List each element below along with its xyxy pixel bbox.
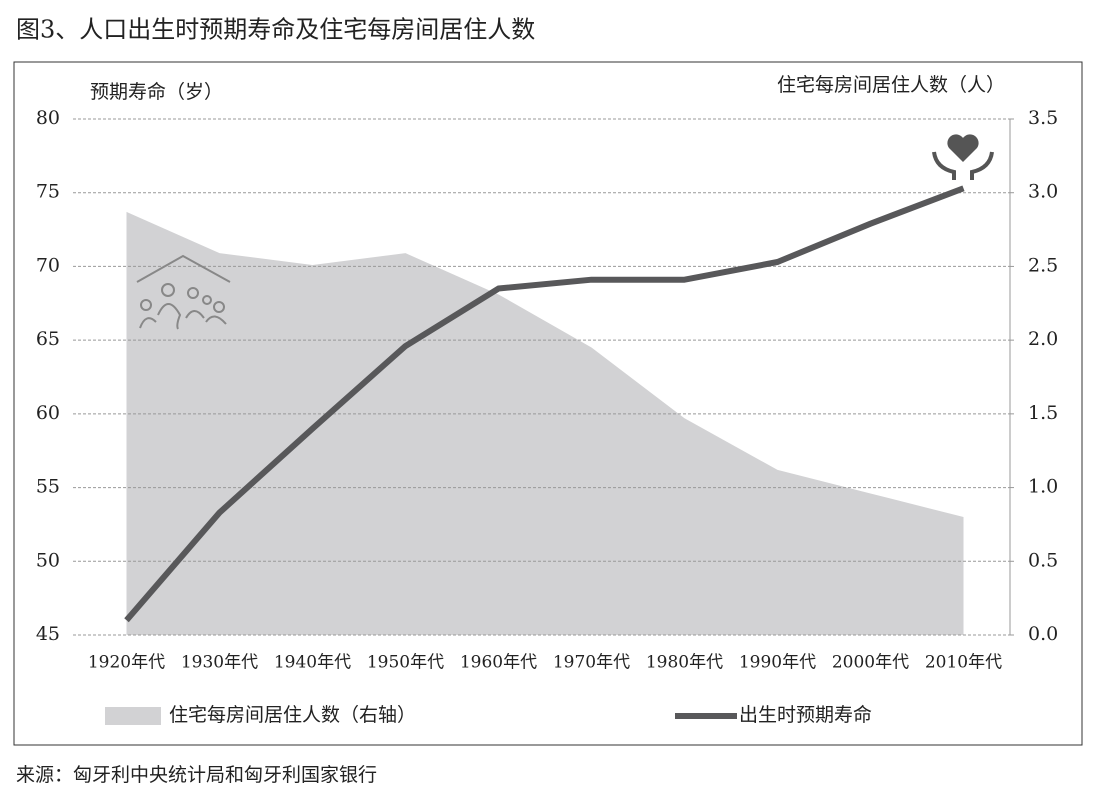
x-tick-label: 1990年代 xyxy=(739,653,816,673)
x-tick-label: 2000年代 xyxy=(832,653,909,673)
y-tick-label: 70 xyxy=(36,254,60,276)
frame xyxy=(13,61,1083,746)
legend-swatch xyxy=(105,707,161,725)
x-tick-label: 1970年代 xyxy=(553,653,630,673)
y-tick-label: 65 xyxy=(36,328,60,350)
plot: 45 50 55 60 65 70 75 80 0.0 0.5 1.0 1.5 2.0 2.5 3.0 3.5… xyxy=(36,107,1058,726)
x-tick-label: 1960年代 xyxy=(460,653,537,673)
y-axis-label: 预期寿命（岁） xyxy=(90,81,223,103)
y2-tick-label: 1.0 xyxy=(1028,476,1058,498)
area xyxy=(126,211,964,635)
y-tick-label: 60 xyxy=(36,402,60,424)
y2-tick-label: 2.0 xyxy=(1028,328,1058,350)
x-tick-label: 1920年代 xyxy=(88,653,165,673)
y-tick-label: 80 xyxy=(36,107,60,129)
source: 来源：匈牙利中央统计局和匈牙利国家银行 xyxy=(16,764,377,786)
x-tick-label: 1950年代 xyxy=(367,653,444,673)
y2-tick-label: 2.5 xyxy=(1028,254,1058,276)
line xyxy=(124,185,965,623)
x-tick-label: 1940年代 xyxy=(274,653,351,673)
y-tick-label: 75 xyxy=(36,181,60,203)
y2-tick-label: 3.0 xyxy=(1028,181,1058,203)
y2-axis-label: 住宅每房间居住人数（人） xyxy=(777,74,1005,96)
y-tick-label: 45 xyxy=(36,623,60,645)
x-tick-label: 1980年代 xyxy=(646,653,723,673)
y2-tick-label: 3.5 xyxy=(1028,107,1058,129)
x-tick-label: 2010年代 xyxy=(925,653,1002,673)
legend-label: 出生时预期寿命 xyxy=(739,704,872,726)
hands-heart-icon xyxy=(932,134,994,180)
y2-tick-label: 1.5 xyxy=(1028,402,1058,424)
chart-title: 图3、人口出生时预期寿命及住宅每房间居住人数 xyxy=(16,16,535,44)
x-tick-label: 1930年代 xyxy=(181,653,258,673)
legend-label: 住宅每房间居住人数（右轴） xyxy=(169,704,416,726)
house-icon xyxy=(136,254,231,330)
y-tick-label: 55 xyxy=(36,476,60,498)
y2-tick-label: 0.0 xyxy=(1028,623,1058,645)
y2-tick-label: 0.5 xyxy=(1028,549,1058,571)
y-tick-label: 50 xyxy=(36,549,60,571)
